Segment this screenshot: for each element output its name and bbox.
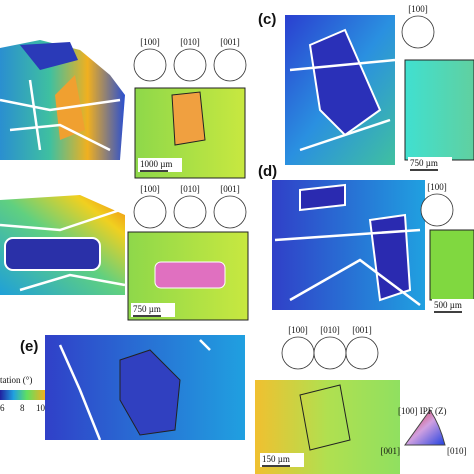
- scale-bar-label: 1000 µm: [140, 159, 172, 169]
- colorbar-label: tation (°): [0, 375, 32, 385]
- pole-figure-label: [100]: [427, 182, 447, 192]
- panel-label: (d): [258, 163, 277, 180]
- pole-figure: [401, 15, 435, 49]
- inset-frame: [127, 231, 249, 321]
- grain: [119, 349, 181, 436]
- inset-map: [405, 60, 474, 160]
- pole-figure: [213, 195, 247, 229]
- crack: [0, 208, 126, 292]
- ipf-corner: [001]: [381, 446, 401, 456]
- pole-figure-label: [010]: [180, 184, 200, 194]
- colorbar: [0, 390, 45, 400]
- colorbar-tick: 6: [0, 403, 5, 413]
- grain: [4, 237, 101, 271]
- scale-bar-bg: [138, 158, 182, 172]
- crack: [0, 79, 121, 152]
- crack: [274, 228, 421, 306]
- inset-frame: [134, 87, 246, 179]
- pole-figure-label: [001]: [220, 37, 240, 47]
- grain: [20, 42, 78, 70]
- colorbar-tick: 10: [36, 403, 46, 413]
- pole-figure-label: [001]: [220, 184, 240, 194]
- pole-figure-label: [100]: [408, 4, 428, 14]
- panel-label: (c): [258, 11, 276, 28]
- pole-figure: [133, 195, 167, 229]
- grain: [171, 91, 206, 146]
- pole-figure: [313, 336, 347, 370]
- pole-figure: [173, 48, 207, 82]
- scale-bar-label: 750 µm: [133, 304, 161, 314]
- crack: [58, 339, 211, 441]
- grain: [299, 384, 351, 451]
- crack: [289, 58, 396, 152]
- scale-bar-label: 750 µm: [410, 158, 438, 168]
- scale-bar-bg: [131, 303, 175, 317]
- pole-figure-label: [001]: [352, 325, 372, 335]
- scale-bar-label: 150 µm: [262, 454, 290, 464]
- ipf-title: [100] IPF (Z): [398, 406, 447, 416]
- inset-map: [430, 230, 474, 300]
- pole-figure-label: [010]: [320, 325, 340, 335]
- pole-figure-label: [100]: [140, 184, 160, 194]
- pole-figure: [420, 193, 454, 227]
- panel-label: (e): [20, 338, 38, 355]
- scale-bar-label: 500 µm: [434, 300, 462, 310]
- colorbar-tick: 8: [20, 403, 25, 413]
- scale-bar-bg: [432, 299, 474, 313]
- pole-figure: [213, 48, 247, 82]
- pole-figure: [345, 336, 379, 370]
- grain: [308, 28, 382, 137]
- pole-figure-label: [100]: [288, 325, 308, 335]
- grain: [154, 261, 226, 289]
- pole-figure-label: [010]: [180, 37, 200, 47]
- scale-bar-bg: [260, 453, 304, 467]
- pole-figure: [173, 195, 207, 229]
- ipf-triangle: [404, 409, 446, 446]
- ipf-corner: [010]: [447, 446, 467, 456]
- scale-bar-bg: [408, 157, 452, 171]
- pole-figure: [281, 336, 315, 370]
- pole-figure-label: [100]: [140, 37, 160, 47]
- pole-figure: [133, 48, 167, 82]
